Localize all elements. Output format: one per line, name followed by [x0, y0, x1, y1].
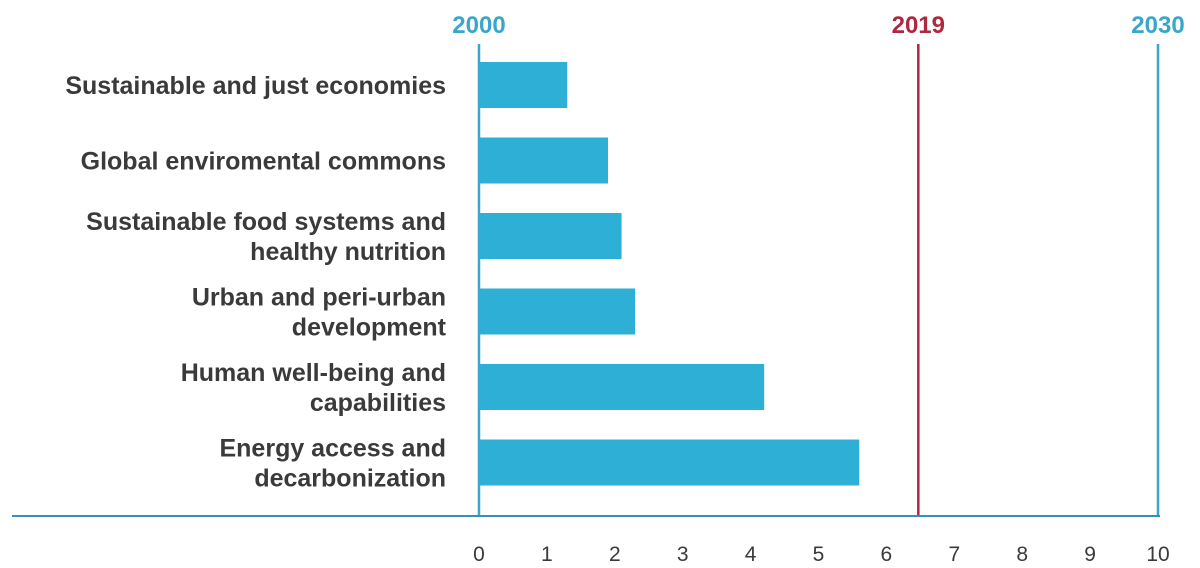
category-label-5: Energy access and decarbonization: [219, 435, 446, 493]
x-tick-label-3: 3: [677, 543, 689, 566]
bars: [479, 62, 860, 486]
bar-4: [479, 364, 765, 410]
x-tick-label-5: 5: [813, 543, 825, 566]
category-label-1: Global enviromental commons: [81, 148, 446, 176]
bar-0: [479, 62, 568, 108]
x-tick-labels: 0 1 2 3 4 5 6 7 8 9 10: [473, 543, 1170, 566]
bar-3: [479, 288, 636, 335]
category-labels: Sustainable and just economies Global env…: [65, 72, 446, 493]
bar-1: [479, 137, 609, 184]
x-tick-label-7: 7: [948, 543, 960, 566]
category-label-4: Human well-being and capabilities: [181, 359, 446, 417]
year-markers: 2000 2019 2030: [452, 12, 1185, 516]
bar-5: [479, 439, 860, 486]
marker-label-2019: 2019: [892, 12, 945, 39]
x-tick-label-8: 8: [1016, 543, 1028, 566]
x-tick-label-6: 6: [881, 543, 893, 566]
x-tick-label-0: 0: [473, 543, 485, 566]
x-tick-label-2: 2: [609, 543, 621, 566]
category-label-2: Sustainable food systems and healthy nutr…: [86, 208, 446, 266]
x-tick-label-10: 10: [1146, 543, 1169, 566]
marker-label-2030: 2030: [1131, 12, 1184, 39]
category-label-0: Sustainable and just economies: [65, 72, 446, 100]
x-tick-label-9: 9: [1084, 543, 1096, 566]
x-tick-label-1: 1: [541, 543, 553, 566]
marker-label-2000: 2000: [452, 12, 505, 39]
category-label-3: Urban and peri-urban development: [192, 284, 447, 342]
x-tick-label-4: 4: [745, 543, 757, 566]
bar-2: [479, 213, 622, 259]
